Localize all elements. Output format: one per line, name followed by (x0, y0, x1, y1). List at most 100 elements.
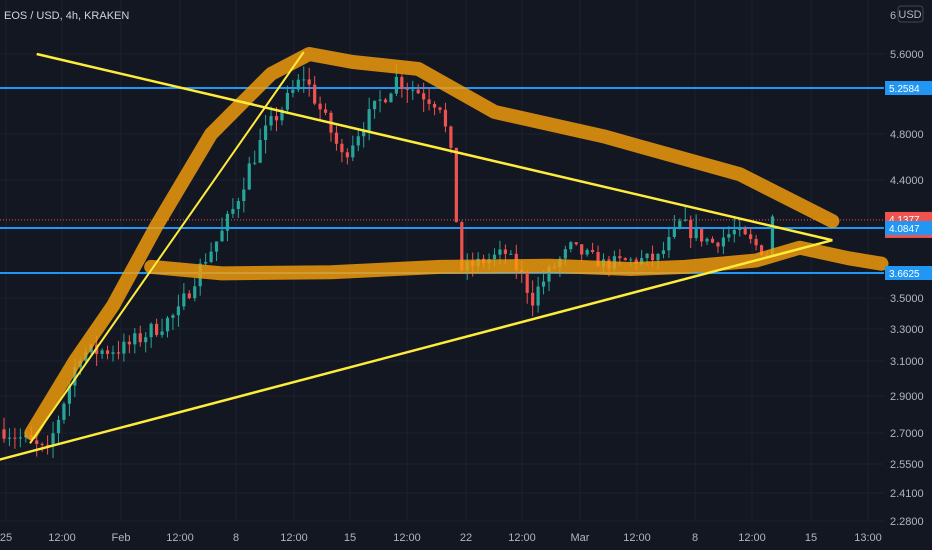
candle-body (754, 239, 758, 246)
x-tick-label: 8 (233, 532, 239, 544)
x-tick-label: 12:00 (393, 532, 421, 544)
candle-body (334, 132, 339, 144)
candle-body (634, 259, 638, 264)
candle-body (443, 109, 448, 127)
candle-body (378, 99, 382, 101)
candle-body (438, 107, 442, 110)
price-tag-label: 4.0847 (889, 224, 920, 235)
candle-body (574, 242, 578, 245)
candle-body (253, 162, 257, 164)
candle-body (345, 152, 349, 158)
candle-body (454, 147, 458, 223)
price-tag-label: 3.6625 (889, 269, 920, 280)
x-tick-label: 12:00 (508, 532, 536, 544)
candle-body (133, 333, 137, 345)
candle-body (503, 249, 507, 254)
candle-body (214, 241, 219, 252)
trend-line-impulse[interactable] (29, 51, 305, 444)
y-tick-label: 4.4000 (890, 175, 924, 187)
y-tick-label: 2.4100 (890, 488, 924, 500)
top-price-tick: 6 (890, 10, 896, 22)
chart-title: EOS / USD, 4h, KRAKEN (4, 10, 129, 22)
channel-bands (24, 47, 889, 440)
candle-body (165, 317, 170, 332)
candle-body (411, 89, 415, 91)
y-tick-label: 5.6000 (890, 49, 924, 61)
candle-body (351, 145, 355, 158)
candle-body (400, 76, 404, 89)
candle-body (51, 433, 55, 446)
candle-body (689, 219, 693, 239)
candle-body (56, 419, 61, 434)
x-tick-label: 25 (0, 532, 12, 544)
price-axis[interactable]: 5.6000 4.8000 4.4000 3.5000 3.3000 3.1000 2.90… (890, 49, 924, 528)
trend-line-upper[interactable] (36, 52, 833, 242)
candle-body (236, 201, 240, 209)
x-tick-label: Mar (571, 532, 590, 544)
candle-body (307, 79, 311, 85)
candle-body (356, 136, 360, 146)
price-tag (885, 81, 932, 95)
candle-body (35, 440, 39, 444)
lower-channel-band[interactable] (144, 240, 889, 281)
y-tick-label: 2.2800 (890, 516, 924, 528)
candle-body (274, 116, 279, 121)
trend-line-lower[interactable] (0, 239, 833, 461)
candle-body (460, 222, 464, 271)
candle-body (492, 254, 497, 260)
price-tag (885, 266, 932, 280)
candle-body (716, 242, 720, 247)
upper-channel-band[interactable] (24, 47, 840, 440)
candle-body (531, 292, 535, 306)
price-tag (885, 221, 932, 235)
candle-body (46, 444, 50, 446)
x-tick-label: 15 (344, 532, 356, 544)
candle-body (683, 219, 687, 221)
candle-body (705, 238, 709, 242)
x-tick-label: 12:00 (166, 532, 194, 544)
candle-body (247, 163, 251, 190)
time-axis[interactable]: 25 12:00 Feb 12:00 8 12:00 15 12:00 22 12:00 Mar 12… (0, 532, 882, 544)
candle-body (394, 76, 398, 94)
x-tick-label: 12:00 (623, 532, 651, 544)
candle-body (498, 249, 502, 255)
candle-body (623, 258, 627, 261)
candle-body (405, 88, 409, 90)
candle-body (231, 208, 235, 214)
candle-body (541, 281, 546, 287)
x-tick-label: 12:00 (280, 532, 308, 544)
candle-body (280, 109, 284, 121)
candle-body (149, 323, 153, 338)
y-tick-label: 2.7000 (890, 428, 924, 440)
currency-button[interactable]: USD (898, 9, 921, 21)
currency-button-frame[interactable] (897, 5, 924, 23)
x-tick-label: 12:00 (738, 532, 766, 544)
candle-body (427, 99, 431, 104)
candle-body (318, 103, 322, 110)
trend-lines (0, 51, 833, 461)
candle-body (743, 228, 747, 235)
candle-body (710, 238, 715, 243)
candle-body (449, 126, 453, 148)
candle-body (296, 79, 300, 90)
candle-body (383, 99, 388, 103)
candle-body (536, 286, 540, 306)
candle-body (204, 262, 208, 264)
candle-body (727, 234, 731, 238)
candle-body (138, 333, 142, 343)
y-tick-label: 3.3000 (890, 324, 924, 336)
candle-body (144, 337, 148, 343)
candle-body (258, 140, 262, 163)
candle-body (73, 367, 77, 386)
candle-body (18, 437, 22, 439)
candle-body (416, 89, 420, 94)
candle-body (291, 89, 295, 93)
candle-body (111, 352, 115, 354)
candle-body (738, 228, 742, 230)
candle-body (362, 131, 366, 137)
candle-body (749, 234, 753, 240)
candle-body (678, 220, 682, 229)
